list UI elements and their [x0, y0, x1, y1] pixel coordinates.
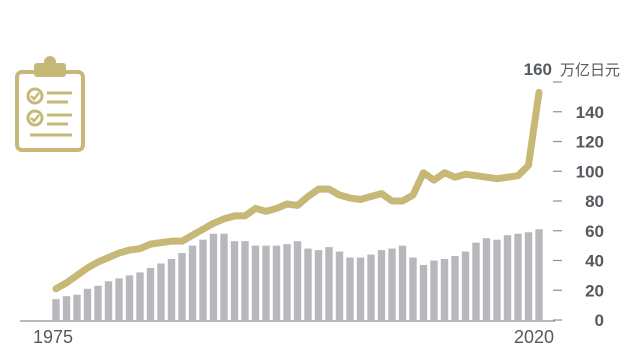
bar — [73, 294, 81, 320]
bar — [262, 245, 270, 321]
bar — [52, 299, 60, 320]
x-tick-label-start: 1975 — [33, 327, 73, 347]
bar — [167, 259, 176, 320]
bar — [419, 264, 428, 320]
bar — [524, 232, 533, 320]
bar — [409, 257, 417, 320]
bar — [272, 245, 281, 321]
bar — [83, 288, 92, 320]
y-tick-label: 80 — [585, 192, 604, 211]
bar — [346, 257, 354, 320]
bar — [220, 233, 228, 320]
bar — [62, 296, 71, 320]
bar — [251, 245, 260, 321]
y-tick-label: 140 — [576, 103, 604, 122]
bar — [157, 263, 165, 320]
bar — [493, 239, 501, 320]
bar — [230, 241, 239, 320]
bar — [472, 242, 480, 320]
bar — [440, 259, 449, 320]
bar — [146, 267, 155, 320]
bar — [293, 241, 302, 320]
bar — [514, 233, 522, 320]
bar — [398, 245, 407, 321]
bar — [188, 245, 197, 321]
bar — [377, 250, 386, 320]
y-tick-label: 60 — [585, 222, 604, 241]
bar — [104, 281, 113, 320]
bar — [304, 248, 312, 320]
bar — [241, 241, 249, 320]
y-tick-label: 120 — [576, 133, 604, 152]
bar — [430, 260, 438, 320]
bar — [115, 278, 123, 320]
bar — [209, 233, 218, 320]
bar — [335, 251, 344, 320]
bar — [503, 235, 512, 320]
bar — [199, 239, 207, 320]
y-tick-label: 40 — [585, 252, 604, 271]
bar — [535, 229, 543, 320]
y-top-tick-label: 160 — [524, 60, 552, 79]
bar-series — [52, 229, 543, 321]
bar — [325, 247, 333, 320]
bar — [451, 256, 459, 320]
bar — [388, 248, 396, 320]
line-series — [52, 88, 543, 293]
bar — [125, 275, 134, 321]
clipboard-checklist-icon — [15, 56, 85, 152]
bar — [136, 272, 144, 320]
bar — [461, 251, 470, 320]
bar — [356, 257, 365, 320]
bar — [178, 253, 186, 320]
y-axis: 0 20 40 60 80 100 120 140 — [553, 81, 604, 330]
y-tick-label: 100 — [576, 162, 604, 181]
y-tick-label: 0 — [595, 311, 604, 330]
bar — [283, 244, 291, 320]
y-tick-label: 20 — [585, 281, 604, 300]
bar — [94, 285, 102, 320]
bar — [482, 238, 491, 320]
y-unit-label: 万亿日元 — [560, 61, 620, 79]
bar — [367, 254, 375, 320]
x-tick-label-end: 2020 — [514, 327, 554, 347]
bar — [314, 250, 323, 320]
